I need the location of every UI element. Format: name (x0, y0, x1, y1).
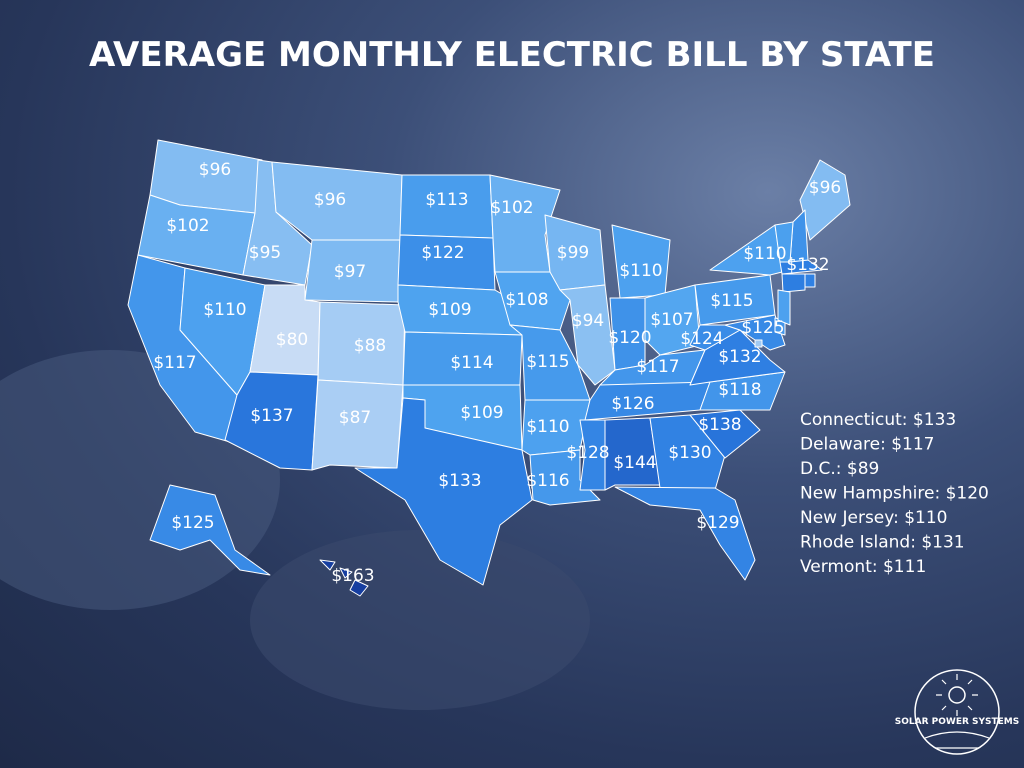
state-label: $130 (668, 443, 711, 463)
small-state-note: Vermont: $111 (800, 557, 926, 577)
state (689, 409, 761, 459)
small-state-note: Connecticut: $133 (800, 410, 956, 430)
state-label: $117 (153, 353, 196, 373)
state-label: $132 (718, 347, 761, 367)
small-state-note: D.C.: $89 (800, 459, 879, 479)
state-label: $124 (680, 329, 723, 349)
state-label: $126 (611, 394, 654, 414)
state-label: $113 (425, 190, 468, 210)
state-label: $115 (526, 352, 569, 372)
state (224, 371, 319, 471)
state-label: $133 (438, 471, 481, 491)
state-label: $120 (608, 328, 651, 348)
title: AVERAGE MONTHLY ELECTRIC BILL BY STATE (89, 35, 935, 75)
state-label: $96 (199, 160, 231, 180)
state-label: $108 (505, 290, 548, 310)
state-label: $125 (741, 318, 784, 338)
state-label: $95 (249, 243, 281, 263)
state-label: $122 (421, 243, 464, 263)
state (644, 284, 701, 356)
state-label: $107 (650, 310, 693, 330)
state-label: $114 (450, 353, 493, 373)
small-state-note: Delaware: $117 (800, 435, 934, 455)
state-label: $125 (171, 513, 214, 533)
state-label: $129 (696, 513, 739, 533)
state-label: $96 (314, 190, 346, 210)
bulb-base (250, 530, 590, 710)
logo-sun (948, 686, 966, 704)
state-label: $115 (710, 291, 753, 311)
state-label: $99 (557, 243, 589, 263)
state (494, 271, 571, 331)
state-label: $80 (276, 330, 308, 350)
state-label: $110 (526, 417, 569, 437)
logo-ring (914, 669, 1000, 755)
state-label: $118 (718, 380, 761, 400)
state-label: $144 (613, 453, 656, 473)
state-label: $88 (354, 336, 386, 356)
state (579, 419, 606, 491)
state (724, 314, 786, 351)
state-label: $109 (460, 403, 503, 423)
state-label: $137 (250, 406, 293, 426)
state-label: $102 (490, 198, 533, 218)
state-label: $94 (572, 311, 604, 331)
state-shapes (127, 139, 851, 597)
small-state-note: Rhode Island: $131 (800, 533, 965, 553)
small-state-note: New Jersey: $110 (800, 508, 947, 528)
logo: SOLAR POWER SYSTEMS (895, 669, 1020, 755)
state-label: $138 (698, 415, 741, 435)
small-state (804, 273, 816, 288)
logo-text: SOLAR POWER SYSTEMS (895, 717, 1020, 727)
small-state (754, 339, 763, 348)
state-label: $110 (743, 244, 786, 264)
state (311, 379, 404, 471)
state-label: $163 (331, 566, 374, 586)
logo-rays (924, 674, 990, 749)
state-label: $96 (809, 178, 841, 198)
state-label: $87 (339, 408, 371, 428)
state-label: $116 (526, 471, 569, 491)
state-labels: $96 $102 $117 $110 $95 $96 $97 $80 $88 $137 $87 $11… (153, 160, 841, 586)
state (699, 371, 786, 411)
small-state-note: New Hampshire: $120 (800, 484, 989, 504)
state-label: $132 (786, 255, 829, 275)
state-label: $110 (203, 300, 246, 320)
state (614, 486, 756, 581)
state-label: $109 (428, 300, 471, 320)
small-state (781, 273, 806, 293)
state-label: $102 (166, 216, 209, 236)
state (529, 449, 601, 506)
state-label: $117 (636, 357, 679, 377)
state (354, 397, 533, 586)
state (799, 159, 851, 241)
state (559, 284, 616, 386)
state-label: $110 (619, 261, 662, 281)
state (149, 484, 271, 576)
state (604, 417, 661, 491)
small-state (777, 289, 791, 326)
state-label: $128 (566, 443, 609, 463)
state (319, 559, 369, 597)
state-label: $97 (334, 262, 366, 282)
small-state (774, 221, 794, 263)
